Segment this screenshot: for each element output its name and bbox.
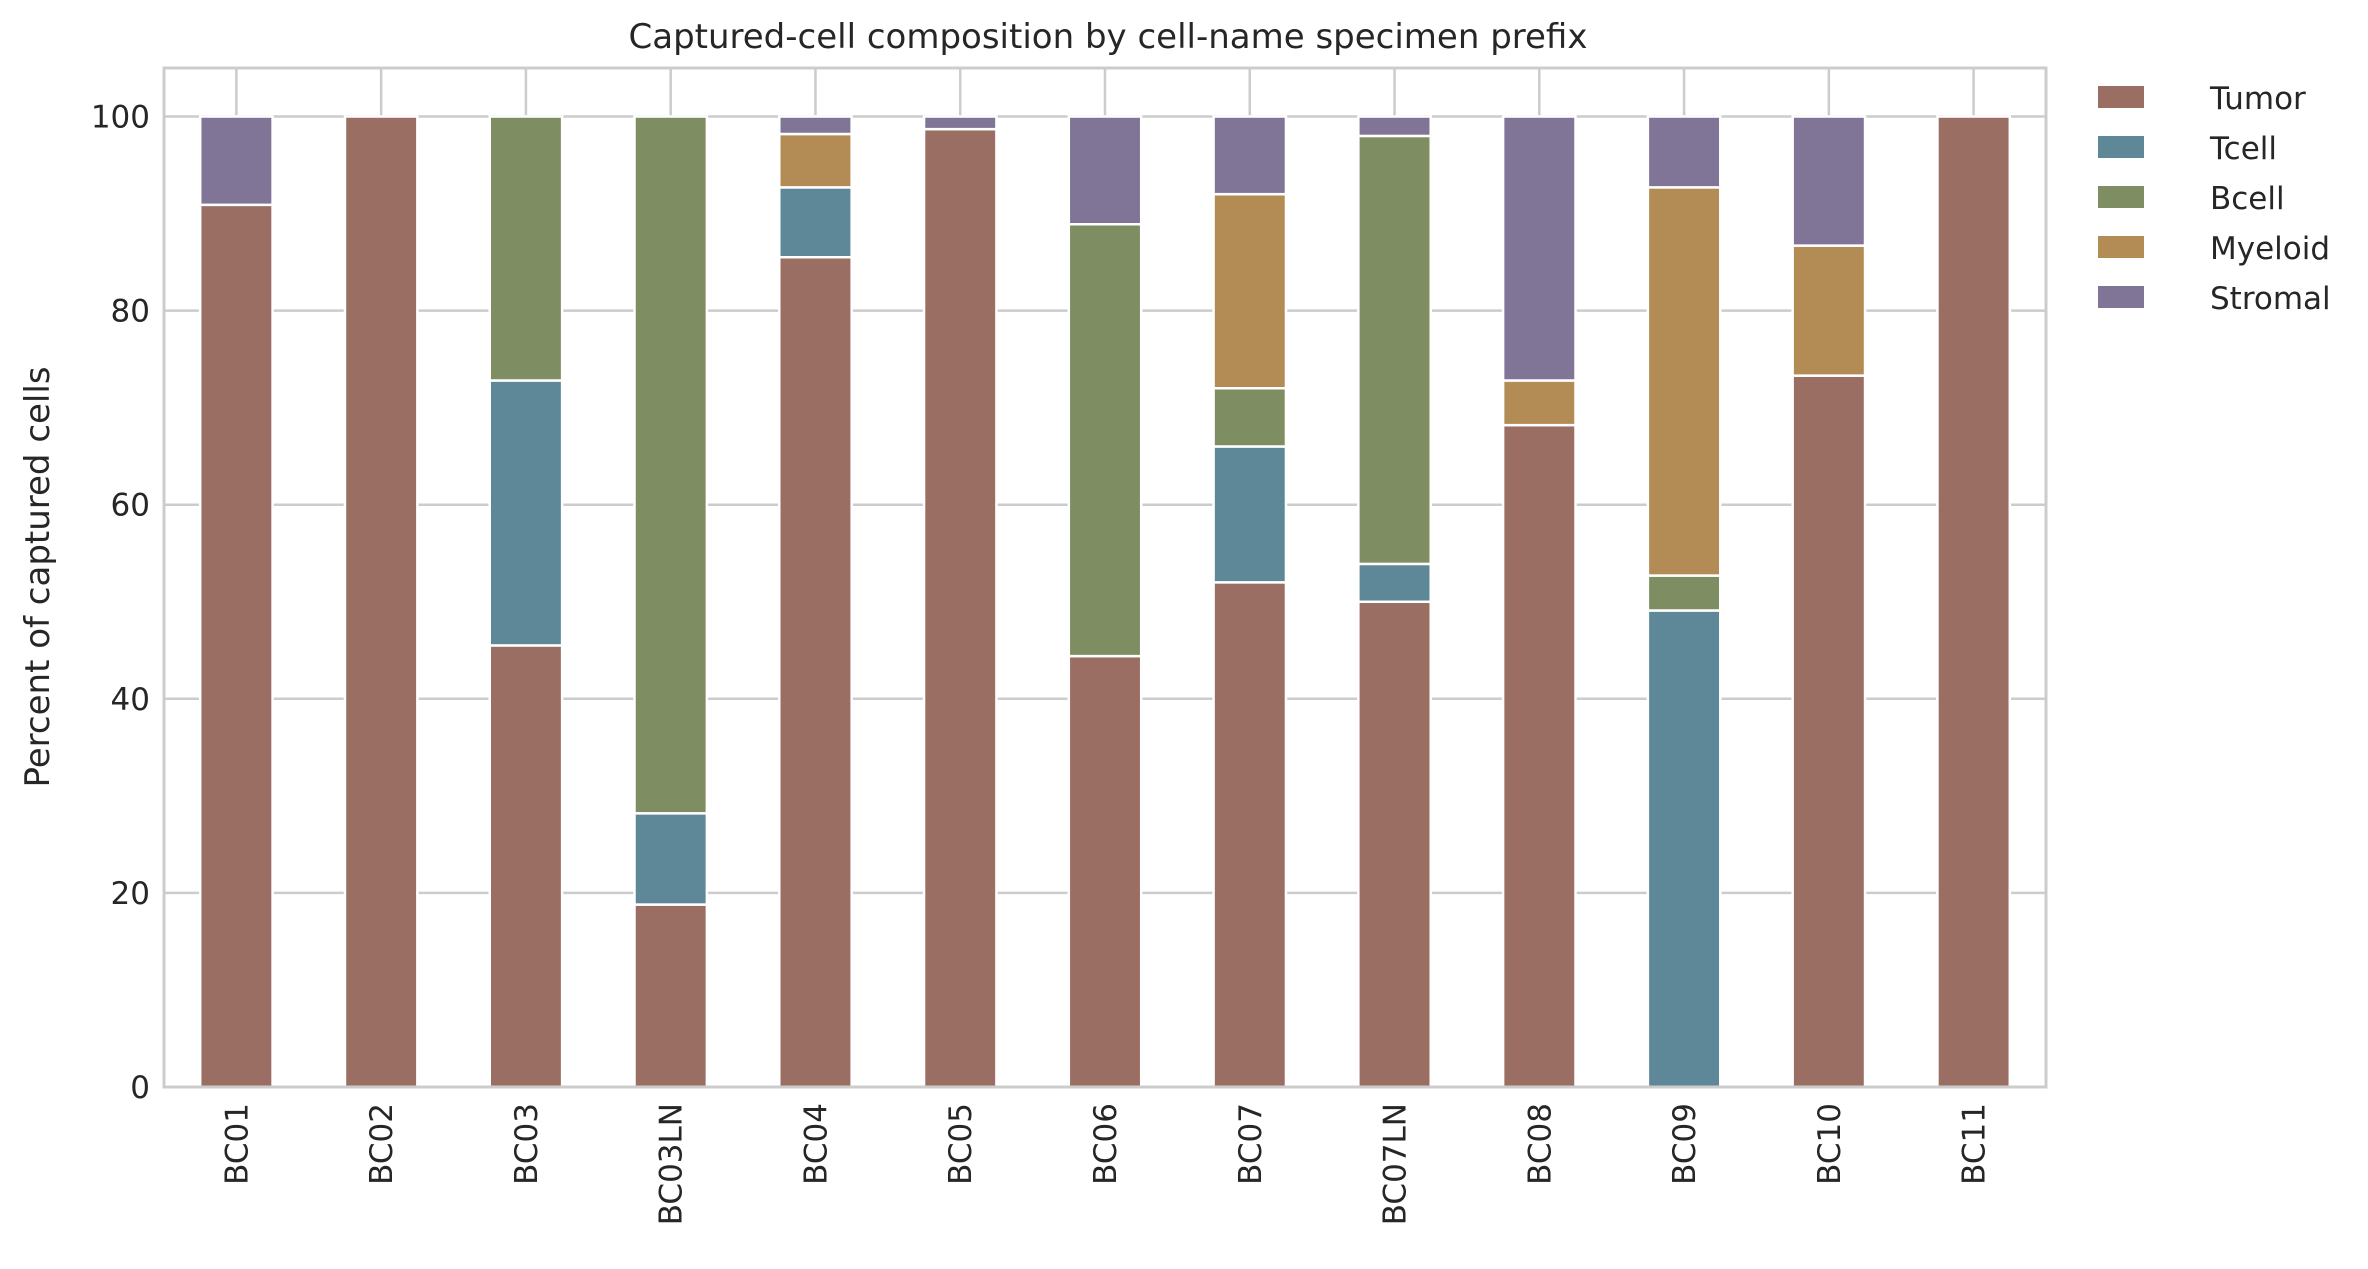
x-tick-label: BC06 xyxy=(1088,1103,1124,1185)
x-tick-label: BC09 xyxy=(1667,1103,1703,1185)
legend-label-tcell: Tcell xyxy=(2209,131,2277,167)
bar-segment-tumor-bc03ln xyxy=(633,903,709,1089)
y-tick-label: 80 xyxy=(111,294,150,330)
legend-swatch-myeloid xyxy=(2098,236,2144,258)
bar-segment-tcell-bc03 xyxy=(488,379,564,647)
bars xyxy=(198,115,2012,1089)
legend-label-bcell: Bcell xyxy=(2210,181,2285,217)
bar-segment-bcell-bc07ln xyxy=(1357,134,1432,566)
legend-label-tumor: Tumor xyxy=(2209,81,2306,117)
bar-segment-tumor-bc06 xyxy=(1067,654,1143,1089)
legend-swatch-tumor xyxy=(2098,86,2144,108)
x-tick-label: BC02 xyxy=(364,1103,400,1185)
y-tick-label: 20 xyxy=(111,876,150,912)
bar-segment-tcell-bc07ln xyxy=(1357,562,1432,604)
bar-segment-tumor-bc03 xyxy=(488,644,564,1089)
x-tick-label: BC05 xyxy=(943,1103,979,1185)
bar-segment-stromal-bc05 xyxy=(922,115,998,131)
legend-label-myeloid: Myeloid xyxy=(2210,231,2330,267)
bar-segment-tcell-bc03ln xyxy=(633,812,709,906)
bar-segment-stromal-bc04 xyxy=(778,115,853,136)
bar-segment-tumor-bc05 xyxy=(922,127,998,1089)
bar-segment-tumor-bc07 xyxy=(1212,581,1288,1089)
bar-segment-stromal-bc08 xyxy=(1501,115,1577,382)
bar-segment-myeloid-bc07 xyxy=(1212,192,1288,390)
y-tick-label: 60 xyxy=(111,488,150,524)
x-tick-label: BC03LN xyxy=(654,1103,690,1225)
x-tick-label: BC04 xyxy=(798,1103,834,1185)
bar-segment-tumor-bc02 xyxy=(343,115,419,1089)
y-tick-label: 0 xyxy=(130,1070,150,1106)
plot-area-frame xyxy=(162,66,2048,1089)
legend-label-stromal: Stromal xyxy=(2210,281,2331,317)
legend-swatch-stromal xyxy=(2098,286,2144,308)
y-tick-label: 100 xyxy=(91,100,150,136)
bar-segment-stromal-bc06 xyxy=(1067,115,1143,226)
bar-segment-tumor-bc11 xyxy=(1936,115,2012,1089)
bar-segment-tcell-bc04 xyxy=(778,186,853,259)
y-axis-ticks: 0 20 40 60 80 100 xyxy=(91,100,150,1106)
x-tick-label: BC08 xyxy=(1522,1103,1558,1185)
bar-segment-tumor-bc10 xyxy=(1791,374,1867,1089)
bar-segment-bcell-bc03ln xyxy=(633,115,709,815)
legend-swatch-bcell xyxy=(2098,186,2144,208)
bar-segment-bcell-bc07 xyxy=(1212,387,1288,448)
bar-segment-bcell-bc09 xyxy=(1646,574,1722,612)
bar-segment-tcell-bc09 xyxy=(1646,609,1722,1089)
bar-segment-myeloid-bc10 xyxy=(1791,244,1867,377)
x-tick-label: BC10 xyxy=(1812,1103,1848,1185)
bar-segment-tumor-bc04 xyxy=(778,255,853,1089)
bar-segment-tcell-bc07 xyxy=(1212,445,1288,584)
x-axis-ticks: BC01 BC02 BC03 BC03LN BC04 BC05 BC06 BC07 BC07LN… xyxy=(219,1103,1992,1225)
legend-swatch-tcell xyxy=(2098,136,2144,158)
chart-title: Captured-cell composition by cell-name s… xyxy=(629,17,1588,57)
bar-segment-stromal-bc10 xyxy=(1791,115,1867,247)
y-axis-label: Percent of captured cells xyxy=(18,366,58,787)
bar-segment-stromal-bc07 xyxy=(1212,115,1288,196)
bar-segment-bcell-bc06 xyxy=(1067,222,1143,658)
bar-segment-stromal-bc07ln xyxy=(1357,115,1432,138)
y-tick-label: 40 xyxy=(111,682,150,718)
bar-segment-myeloid-bc04 xyxy=(778,132,853,189)
x-tick-label: BC03 xyxy=(509,1103,545,1185)
bar-segment-tumor-bc07ln xyxy=(1357,600,1432,1089)
x-tick-label: BC07LN xyxy=(1378,1103,1414,1225)
bar-segment-stromal-bc09 xyxy=(1646,115,1722,189)
bar-segment-stromal-bc01 xyxy=(198,115,274,207)
x-tick-label: BC07 xyxy=(1233,1103,1269,1185)
bar-segment-bcell-bc03 xyxy=(488,115,564,382)
bar-segment-tumor-bc01 xyxy=(198,203,274,1089)
legend: Tumor Tcell Bcell Myeloid Stromal xyxy=(2098,81,2331,317)
x-tick-label: BC11 xyxy=(1957,1103,1993,1185)
bar-segment-myeloid-bc08 xyxy=(1501,379,1577,427)
x-tick-label: BC01 xyxy=(219,1103,255,1185)
bar-segment-myeloid-bc09 xyxy=(1646,186,1722,577)
bar-segment-tumor-bc08 xyxy=(1501,423,1577,1089)
